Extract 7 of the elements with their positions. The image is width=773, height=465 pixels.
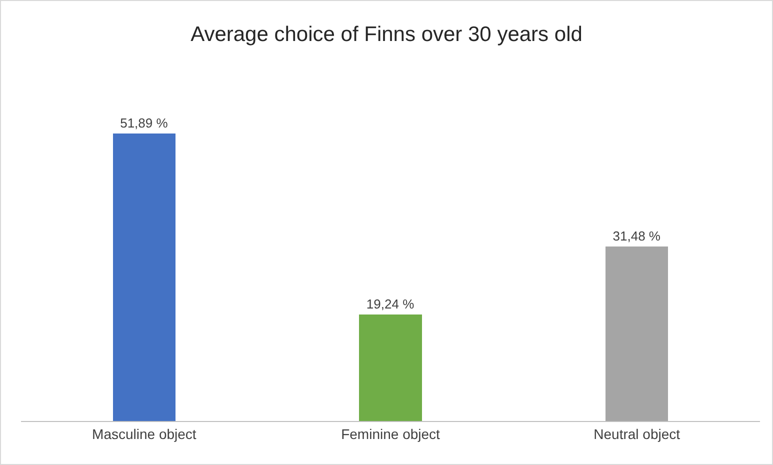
x-tick-label: Feminine object xyxy=(341,426,440,442)
data-label: 51,89 % xyxy=(120,115,168,130)
x-tick-label: Masculine object xyxy=(92,426,196,442)
chart-title: Average choice of Finns over 30 years old xyxy=(190,23,582,46)
x-tick-label: Neutral object xyxy=(594,426,680,442)
data-label: 31,48 % xyxy=(612,228,661,244)
data-label: 19,24 % xyxy=(366,296,415,312)
